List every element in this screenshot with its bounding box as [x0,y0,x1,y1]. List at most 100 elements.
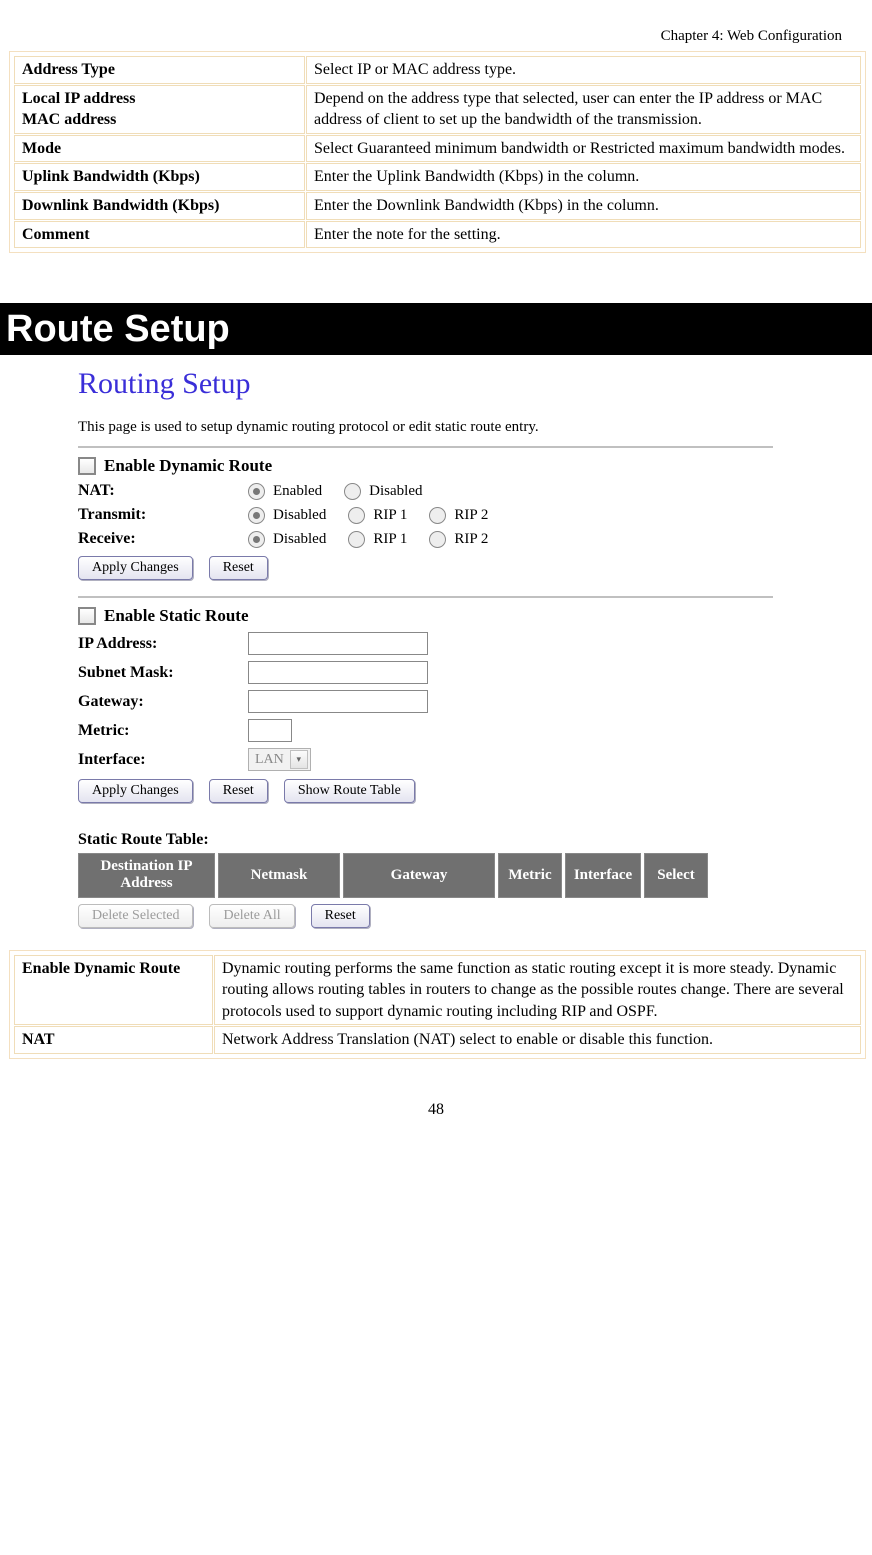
nat-disabled-label: Disabled [369,483,422,500]
table-row: Comment Enter the note for the setting. [14,221,861,249]
nat-disabled-radio[interactable] [344,483,361,500]
gateway-label: Gateway: [78,693,248,711]
definitions-table-1: Address Type Select IP or MAC address ty… [13,55,862,249]
dynamic-route-buttons: Apply Changes Reset [78,556,798,580]
transmit-rip1-label: RIP 1 [373,507,407,524]
ip-address-input[interactable] [248,632,428,655]
nat-label: NAT: [78,482,248,500]
divider [78,446,773,448]
routing-setup-screenshot: Routing Setup This page is used to setup… [78,367,798,928]
table-row: Uplink Bandwidth (Kbps) Enter the Uplink… [14,163,861,191]
table-row: Local IP address MAC address Depend on t… [14,85,861,134]
transmit-label: Transmit: [78,506,248,524]
definitions-table-2: Enable Dynamic Route Dynamic routing per… [13,954,862,1055]
nat-radio-group: Enabled Disabled [248,483,426,500]
show-route-table-button[interactable]: Show Route Table [284,779,415,803]
table-row: Mode Select Guaranteed minimum bandwidth… [14,135,861,163]
transmit-rip2-radio[interactable] [429,507,446,524]
def-desc: Enter the Downlink Bandwidth (Kbps) in t… [306,192,861,220]
static-route-table-title: Static Route Table: [78,831,798,849]
definitions-table-1-wrapper: Address Type Select IP or MAC address ty… [9,51,866,253]
receive-disabled-radio[interactable] [248,531,265,548]
col-destination-ip: Destination IP Address [78,853,215,898]
static-route-table-header: Destination IP Address Netmask Gateway M… [78,853,798,898]
interface-select-value: LAN [255,752,284,768]
apply-changes-button[interactable]: Apply Changes [78,779,193,803]
ip-address-label: IP Address: [78,635,248,653]
reset-button[interactable]: Reset [311,904,370,928]
def-desc: Select IP or MAC address type. [306,56,861,84]
page-number: 48 [0,1101,872,1119]
table-row: Address Type Select IP or MAC address ty… [14,56,861,84]
def-desc: Depend on the address type that selected… [306,85,861,134]
chapter-header: Chapter 4: Web Configuration [0,0,872,51]
receive-label: Receive: [78,530,248,548]
nat-row: NAT: Enabled Disabled [78,482,798,500]
subnet-mask-row: Subnet Mask: [78,661,798,684]
col-select: Select [644,853,708,898]
table-row: Enable Dynamic Route Dynamic routing per… [14,955,861,1026]
def-label: Local IP address MAC address [14,85,305,134]
def-label: Downlink Bandwidth (Kbps) [14,192,305,220]
nat-enabled-radio[interactable] [248,483,265,500]
table-row: NAT Network Address Translation (NAT) se… [14,1026,861,1054]
col-metric: Metric [498,853,562,898]
receive-rip1-label: RIP 1 [373,531,407,548]
receive-disabled-label: Disabled [273,531,326,548]
enable-dynamic-route-row: Enable Dynamic Route [78,456,798,476]
metric-label: Metric: [78,722,248,740]
col-netmask: Netmask [218,853,340,898]
receive-radio-group: Disabled RIP 1 RIP 2 [248,531,492,548]
def-label: Enable Dynamic Route [14,955,213,1026]
transmit-row: Transmit: Disabled RIP 1 RIP 2 [78,506,798,524]
delete-selected-button[interactable]: Delete Selected [78,904,193,928]
reset-button[interactable]: Reset [209,556,268,580]
def-desc: Network Address Translation (NAT) select… [214,1026,861,1054]
apply-changes-button[interactable]: Apply Changes [78,556,193,580]
table-row: Downlink Bandwidth (Kbps) Enter the Down… [14,192,861,220]
transmit-rip1-radio[interactable] [348,507,365,524]
routing-setup-description: This page is used to setup dynamic routi… [78,419,798,436]
receive-rip2-label: RIP 2 [454,531,488,548]
routing-setup-title: Routing Setup [78,367,798,401]
interface-row: Interface: LAN ▾ [78,748,798,771]
nat-enabled-label: Enabled [273,483,322,500]
def-label: Comment [14,221,305,249]
def-label: Mode [14,135,305,163]
transmit-rip2-label: RIP 2 [454,507,488,524]
transmit-disabled-label: Disabled [273,507,326,524]
interface-label: Interface: [78,751,248,769]
divider [78,596,773,598]
receive-row: Receive: Disabled RIP 1 RIP 2 [78,530,798,548]
gateway-row: Gateway: [78,690,798,713]
gateway-input[interactable] [248,690,428,713]
section-title: Route Setup [0,303,872,355]
def-desc: Dynamic routing performs the same functi… [214,955,861,1026]
def-desc: Enter the note for the setting. [306,221,861,249]
def-label: Uplink Bandwidth (Kbps) [14,163,305,191]
def-label-line1: Local IP address MAC address [22,90,136,129]
enable-static-route-checkbox[interactable] [78,607,96,625]
def-desc: Enter the Uplink Bandwidth (Kbps) in the… [306,163,861,191]
definitions-table-2-wrapper: Enable Dynamic Route Dynamic routing per… [9,950,866,1059]
metric-row: Metric: [78,719,798,742]
metric-input[interactable] [248,719,292,742]
def-desc: Select Guaranteed minimum bandwidth or R… [306,135,861,163]
transmit-disabled-radio[interactable] [248,507,265,524]
chevron-down-icon: ▾ [290,750,308,769]
def-label: NAT [14,1026,213,1054]
enable-static-route-label: Enable Static Route [104,606,249,626]
reset-button[interactable]: Reset [209,779,268,803]
subnet-mask-input[interactable] [248,661,428,684]
subnet-mask-label: Subnet Mask: [78,664,248,682]
receive-rip2-radio[interactable] [429,531,446,548]
static-route-buttons: Apply Changes Reset Show Route Table [78,779,798,803]
interface-select[interactable]: LAN ▾ [248,748,311,771]
delete-all-button[interactable]: Delete All [209,904,294,928]
def-label: Address Type [14,56,305,84]
ip-address-row: IP Address: [78,632,798,655]
enable-dynamic-route-checkbox[interactable] [78,457,96,475]
route-table-buttons: Delete Selected Delete All Reset [78,904,798,928]
receive-rip1-radio[interactable] [348,531,365,548]
enable-dynamic-route-label: Enable Dynamic Route [104,456,272,476]
